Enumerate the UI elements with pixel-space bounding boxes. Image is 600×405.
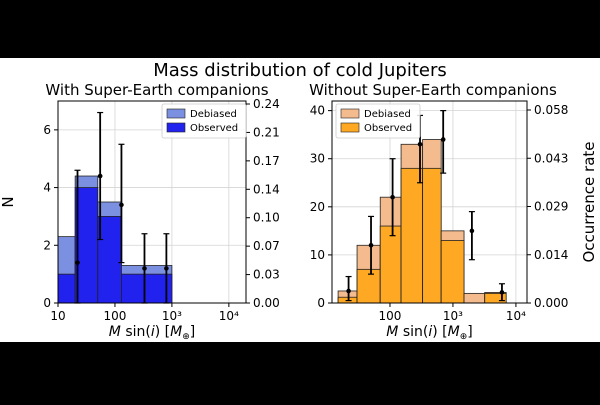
right-y2-tick-label: 0.043 [534,151,568,165]
right-y-tick-label: 10 [310,248,325,262]
left-x-tick-label: 10⁴ [219,309,239,323]
right-errorbar-point [368,242,374,248]
left-bar-observed [144,273,173,304]
left-errorbar-point [75,260,80,265]
left-y-tick-label: 2 [43,238,51,252]
left-panel-title: With Super-Earth companions [45,81,268,99]
right-y2-tick-label: 0.029 [534,200,568,214]
left-axes-frame [57,100,247,304]
left-bar-observed [74,187,99,304]
right-errorbar-point [417,141,423,147]
left-legend-label: Debiased [190,109,237,120]
right-x-tick-label: 100 [379,309,402,323]
left-bar-observed [121,273,145,304]
left-y2-tick-label: 0.17 [253,154,280,168]
right-y2-tick-label: 0.014 [534,248,568,262]
right-errorbar-point [346,288,351,294]
y-axis-label-right: Occurrence rate [580,142,598,263]
right-bar-observed [400,167,424,304]
right-errorbar-point [469,228,475,234]
right-legend-label: Debiased [364,109,411,120]
right-y2-tick-label: 0.000 [534,296,568,310]
right-x-tick-label: 10⁴ [506,309,526,323]
right-bar-observed [379,225,402,304]
right-x-axis-label: M sin(i) [M⊕] [386,324,472,342]
left-x-tick-label: 10 [50,309,65,323]
left-chart-panel: 10 100 10³ 10⁴ 0 2 4 6 0.00 0.03 0.07 0.10 0.14 0.17 0… [43,97,279,342]
left-legend-label: Observed [190,123,238,134]
left-errorbar-point [164,266,169,271]
right-legend-label: Observed [364,123,412,134]
left-legend-swatch [166,122,186,133]
right-y-tick-label: 20 [310,200,325,214]
left-x-tick-label: 100 [103,309,126,323]
right-bar-observed [440,240,465,304]
left-x-tick-label: 10³ [162,309,182,323]
right-legend-swatch [340,108,360,119]
left-y-tick-label: 0 [43,296,51,310]
left-legend-swatch [166,108,186,119]
left-bar-observed [57,273,76,304]
right-errorbar-point [390,194,395,200]
right-y-tick-label: 0 [317,296,325,310]
right-bar-observed [422,167,442,304]
right-y-tick-label: 40 [310,104,325,118]
left-errorbar-point [142,266,147,271]
right-panel-title: Without Super-Earth companions [309,81,557,99]
right-y-tick-label: 30 [310,152,325,166]
right-legend-swatch [340,122,360,133]
left-y2-tick-label: 0.24 [253,97,280,111]
right-errorbar-point [440,137,446,142]
left-x-axis-label: M sin(i) [M⊕] [109,324,195,342]
left-y2-tick-label: 0.21 [253,125,280,139]
right-x-tick-label: 10³ [443,309,463,323]
left-y-tick-label: 4 [43,181,51,195]
right-axes-frame [331,100,528,304]
right-errorbar-point [499,290,505,295]
letterbox-top [0,0,600,58]
left-bar-observed [97,216,122,304]
letterbox-bottom [0,342,600,400]
right-chart-panel: 100 10³ 10⁴ 0 10 20 30 40 0.000 0.014 0.029 0.043 0.… [310,100,568,342]
left-y-tick-label: 6 [43,123,51,137]
right-y2-tick-label: 0.058 [534,103,568,117]
left-errorbar-point [119,202,124,208]
left-y2-tick-label: 0.14 [253,182,280,196]
left-y2-tick-label: 0.10 [253,211,280,225]
left-y2-tick-label: 0.00 [253,296,280,310]
left-errorbar-point [97,173,103,179]
right-bar-debiased [463,292,486,304]
right-bar-observed [484,292,507,304]
left-y2-tick-label: 0.07 [253,239,280,253]
y-axis-label-left: N [0,196,17,207]
left-y2-tick-label: 0.03 [253,268,280,282]
figure-title: Mass distribution of cold Jupiters [153,60,447,81]
